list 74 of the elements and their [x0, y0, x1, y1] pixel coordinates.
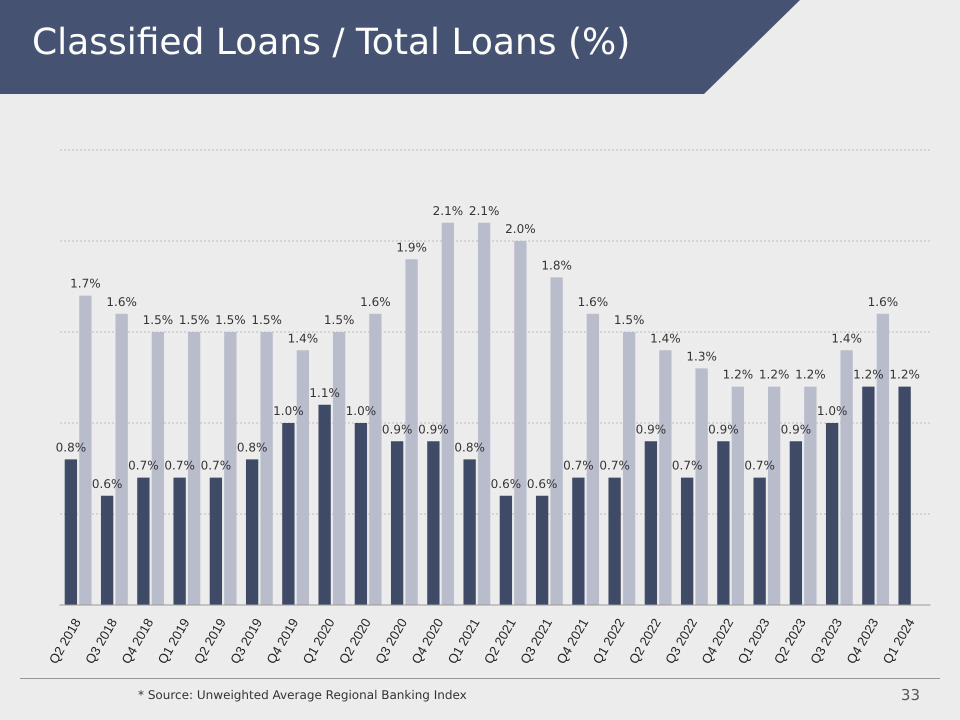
data-label: 0.9% [636, 422, 666, 436]
data-label: 0.7% [744, 458, 775, 473]
data-label: 1.0% [346, 404, 376, 418]
data-label: 0.7% [672, 458, 702, 473]
data-label: 1.9% [396, 240, 427, 254]
data-label: 1.1% [309, 386, 340, 400]
bar [898, 386, 911, 605]
bar [390, 441, 404, 605]
data-label: 0.9% [382, 422, 412, 436]
bar [64, 459, 78, 605]
data-label: 2.0% [505, 222, 536, 236]
data-label: 0.8% [236, 440, 268, 455]
bar [246, 459, 258, 605]
data-label: 1.6% [578, 294, 608, 309]
bar [100, 496, 114, 605]
data-label: 0.7% [599, 458, 630, 473]
bar [137, 478, 150, 605]
bar [717, 441, 730, 605]
data-label: 1.3% [686, 350, 717, 364]
data-label: 1.2% [758, 368, 790, 382]
data-label: 1.5% [251, 313, 282, 328]
data-label: 1.5% [142, 313, 174, 328]
data-label: 2.1% [432, 204, 464, 218]
data-label: 1.2% [795, 368, 826, 382]
data-label: 1.4% [650, 331, 681, 346]
data-label: 1.0% [273, 404, 304, 418]
data-label: 0.6% [490, 476, 522, 491]
bar [644, 441, 658, 605]
data-label: 2.1% [468, 204, 500, 218]
data-label: 0.9% [708, 422, 739, 436]
bar [608, 478, 621, 605]
data-label: 1.0% [816, 404, 848, 418]
data-label: 1.8% [541, 258, 572, 273]
text: 33 [900, 686, 920, 704]
data-label: 0.7% [164, 458, 195, 473]
bar [173, 478, 186, 605]
data-label: 0.6% [92, 476, 122, 491]
bar [753, 478, 766, 605]
data-label: 1.7% [70, 276, 101, 291]
bar [500, 496, 512, 605]
data-label: 0.8% [56, 440, 86, 455]
chart-title: Classified Loans / Total Loans (%) [32, 22, 630, 63]
data-label: 0.7% [128, 458, 159, 473]
bar [790, 441, 802, 605]
data-label: 1.5% [215, 313, 246, 328]
bar [463, 459, 476, 605]
data-label: 0.8% [454, 440, 485, 455]
bar [354, 423, 368, 605]
data-label: 1.2% [722, 368, 754, 382]
bar [826, 423, 838, 605]
data-label: 0.7% [563, 458, 594, 473]
data-label: 1.2% [853, 368, 884, 382]
bar [572, 478, 585, 605]
data-label: 1.5% [614, 313, 644, 328]
data-label: 1.5% [324, 313, 354, 328]
data-label: 1.2% [889, 368, 920, 382]
bar [210, 478, 222, 605]
data-label: 0.9% [418, 422, 449, 436]
bar [427, 441, 440, 605]
data-label: 1.5% [178, 313, 210, 328]
bar [318, 404, 331, 605]
bar [862, 386, 875, 605]
data-label: 0.6% [526, 476, 558, 491]
bar [536, 496, 548, 605]
data-label: 0.7% [200, 458, 232, 473]
bar [680, 478, 694, 605]
bar [282, 423, 295, 605]
text: * Source: Unweighted Average Regional Banking Index [138, 688, 467, 702]
data-label: 1.4% [288, 331, 318, 346]
data-label: 0.9% [780, 422, 812, 436]
data-label: 1.6% [868, 294, 898, 309]
data-label: 1.6% [106, 294, 137, 309]
data-label: 1.6% [360, 294, 391, 309]
data-label: 1.4% [831, 331, 862, 346]
